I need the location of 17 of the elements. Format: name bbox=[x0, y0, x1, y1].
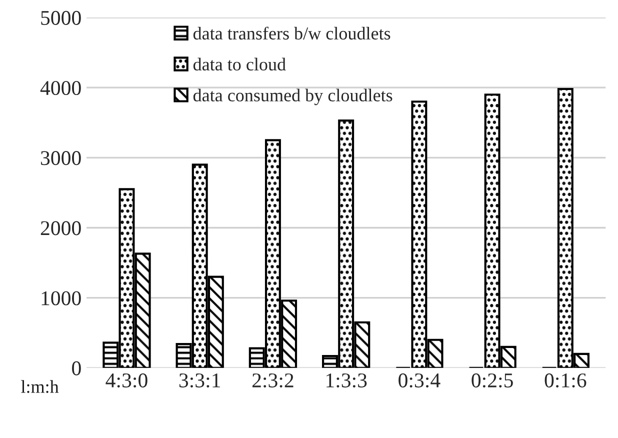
x-tick-label: 0:1:6 bbox=[544, 373, 586, 388]
legend-label: data transfers b/w cloudlets bbox=[193, 26, 390, 40]
x-tick-label: 2:3:2 bbox=[252, 373, 294, 388]
legend-label: data consumed by cloudlets bbox=[193, 88, 392, 106]
y-tick-label: 3000 bbox=[40, 151, 81, 166]
x-axis-title: l:m:h bbox=[21, 380, 59, 393]
y-tick-label: 5000 bbox=[41, 10, 81, 25]
y-tick-label: 1000 bbox=[42, 291, 81, 306]
y-tick-label: 4000 bbox=[40, 80, 81, 96]
x-tick-label: 1:3:3 bbox=[326, 373, 367, 388]
x-tick-label: 4:3:0 bbox=[106, 373, 148, 388]
legend-label: data to cloud bbox=[193, 58, 286, 71]
x-tick-label: 0:2:5 bbox=[472, 373, 513, 388]
y-tick-label: 0 bbox=[72, 361, 81, 376]
y-tick-label: 2000 bbox=[40, 221, 81, 236]
x-tick-label: 0:3:4 bbox=[398, 373, 440, 388]
x-tick-label: 3:3:1 bbox=[179, 373, 220, 388]
